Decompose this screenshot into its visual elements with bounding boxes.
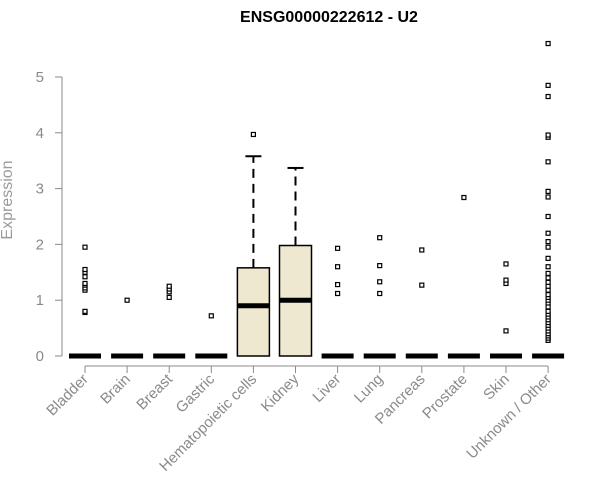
outlier-point [82,308,88,314]
outlier-point [335,245,341,251]
outlier-point [545,279,551,285]
outlier-point [545,230,551,236]
y-tick-label: 2 [36,236,44,253]
outlier-point [461,194,467,201]
outlier-point [166,294,172,301]
outlier-point [377,290,383,297]
x-tick-label: Breast [133,370,176,413]
outlier-point [377,263,383,269]
y-axis-label: Expression [0,160,16,239]
outlier-point [503,261,509,267]
x-tick-label: Prostate [419,371,471,423]
outlier-point [419,282,425,288]
outlier-point [82,266,88,273]
outlier-point [545,159,551,165]
outlier-point [545,213,551,220]
outliers [82,40,551,343]
outlier-point [545,194,551,200]
outlier-point [503,277,509,283]
outlier-point [545,188,551,194]
x-tick-label: Bladder [43,371,92,420]
outlier-point [82,274,88,280]
y-tick-label: 0 [36,348,44,365]
outlier-point [166,283,172,289]
outlier-point [545,255,551,261]
outlier-point [208,313,214,319]
y-tick-label: 3 [36,181,44,198]
outlier-point [335,264,341,270]
x-tick-label: Brain [97,371,134,408]
outlier-point [545,82,551,88]
x-tick-label: Kidney [258,370,303,415]
outlier-point [377,279,383,285]
outlier-point [377,235,383,241]
outlier-point [545,93,551,100]
outlier-point [545,275,551,281]
outlier-point [545,308,551,314]
outlier-point [503,328,509,334]
outlier-point [124,297,130,303]
outlier-point [545,132,551,138]
outlier-point [545,292,551,298]
outlier-point [419,247,425,253]
outlier-point [545,244,551,250]
x-tick-label: Lung [351,371,387,407]
outlier-point [82,280,88,287]
y-tick-label: 5 [36,69,44,86]
y-tick-label: 1 [36,292,44,309]
chart-title: ENSG00000222612 - U2 [240,9,418,26]
outlier-point [82,244,88,250]
outlier-point [545,40,551,47]
outlier-point [545,239,551,245]
outlier-point [545,270,551,277]
outlier-point [335,290,341,297]
outlier-point [545,264,551,270]
outlier-point [335,281,341,288]
y-tick-label: 4 [36,125,44,142]
box-rect [236,267,271,357]
x-tick-label: Liver [309,371,344,406]
outlier-point [250,131,256,138]
x-tick-label: Skin [480,371,513,404]
boxes [69,155,565,359]
